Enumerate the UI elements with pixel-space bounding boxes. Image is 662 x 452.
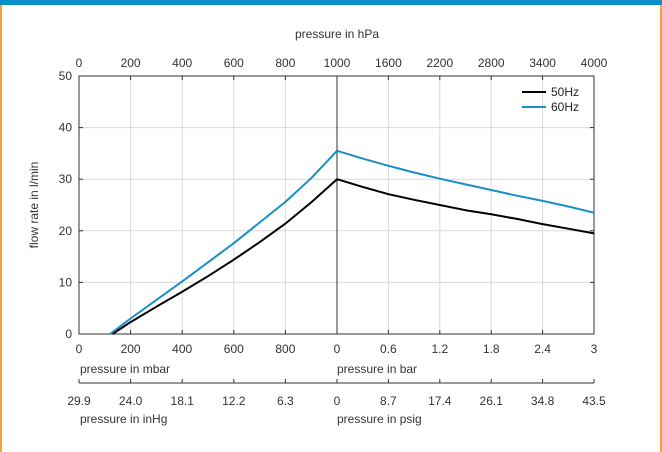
top-tick-label: 3400 [529, 56, 556, 70]
top-tick-label: 1000 [324, 56, 351, 70]
lower-tick-label: 8.7 [380, 394, 397, 408]
lower-tick-label: 12.2 [222, 394, 246, 408]
tick-labels: 010203040500029.920020024.040040018.1600… [59, 56, 608, 408]
bottom-tick-label: 2.4 [534, 342, 551, 356]
bottom-tick-label: 1.2 [431, 342, 448, 356]
bottom-right-axis-title: pressure in bar [337, 362, 417, 376]
lower-tick-label: 43.5 [582, 394, 606, 408]
y-axis-title: flow rate in l/min [27, 162, 41, 249]
bottom-tick-label: 0 [334, 342, 341, 356]
series-line-vacuum-50hz [111, 178, 338, 335]
lower-tick-label: 6.3 [277, 394, 294, 408]
bottom-tick-label: 200 [121, 342, 141, 356]
y-tick-label: 20 [59, 224, 73, 238]
top-tick-label: 4000 [581, 56, 608, 70]
axes [78, 75, 595, 384]
legend: 50Hz 60Hz [522, 85, 579, 114]
top-tick-label: 800 [275, 56, 295, 70]
right-border [660, 5, 662, 452]
series-line-vacuum-60hz [109, 150, 338, 335]
y-tick-label: 30 [59, 172, 73, 186]
y-tick-label: 10 [59, 275, 73, 289]
lower-left-axis-title: pressure in inHg [80, 412, 167, 426]
bottom-tick-label: 1.8 [483, 342, 500, 356]
bottom-tick-label: 800 [275, 342, 295, 356]
top-tick-label: 1600 [375, 56, 402, 70]
top-tick-label: 200 [121, 56, 141, 70]
lower-tick-label: 29.9 [67, 394, 91, 408]
top-axis-title: pressure in hPa [295, 27, 379, 41]
lower-tick-label: 24.0 [119, 394, 143, 408]
bottom-tick-label: 400 [172, 342, 192, 356]
top-tick-label: 600 [224, 56, 244, 70]
bottom-tick-label: 3 [591, 342, 598, 356]
legend-label-50hz: 50Hz [551, 85, 579, 99]
top-tick-label: 0 [76, 56, 83, 70]
series-lines [109, 149, 595, 335]
top-tick-label: 2200 [426, 56, 453, 70]
top-accent-bar [0, 0, 662, 5]
left-border [0, 5, 2, 452]
bottom-tick-label: 0.6 [380, 342, 397, 356]
top-tick-label: 2800 [478, 56, 505, 70]
legend-label-60hz: 60Hz [551, 100, 579, 114]
lower-tick-label: 17.4 [428, 394, 452, 408]
y-tick-label: 0 [65, 327, 72, 341]
y-tick-label: 50 [59, 69, 73, 83]
bottom-tick-label: 600 [224, 342, 244, 356]
lower-tick-label: 0 [334, 394, 341, 408]
series-line-pressure-50hz [336, 178, 595, 235]
series-line-pressure-60hz [336, 149, 595, 214]
top-tick-label: 400 [172, 56, 192, 70]
bottom-left-axis-title: pressure in mbar [80, 362, 170, 376]
lower-tick-label: 26.1 [480, 394, 504, 408]
lower-tick-label: 34.8 [531, 394, 555, 408]
bottom-tick-label: 0 [76, 342, 83, 356]
lower-right-axis-title: pressure in psig [337, 412, 422, 426]
lower-tick-label: 18.1 [171, 394, 195, 408]
y-tick-label: 40 [59, 121, 73, 135]
